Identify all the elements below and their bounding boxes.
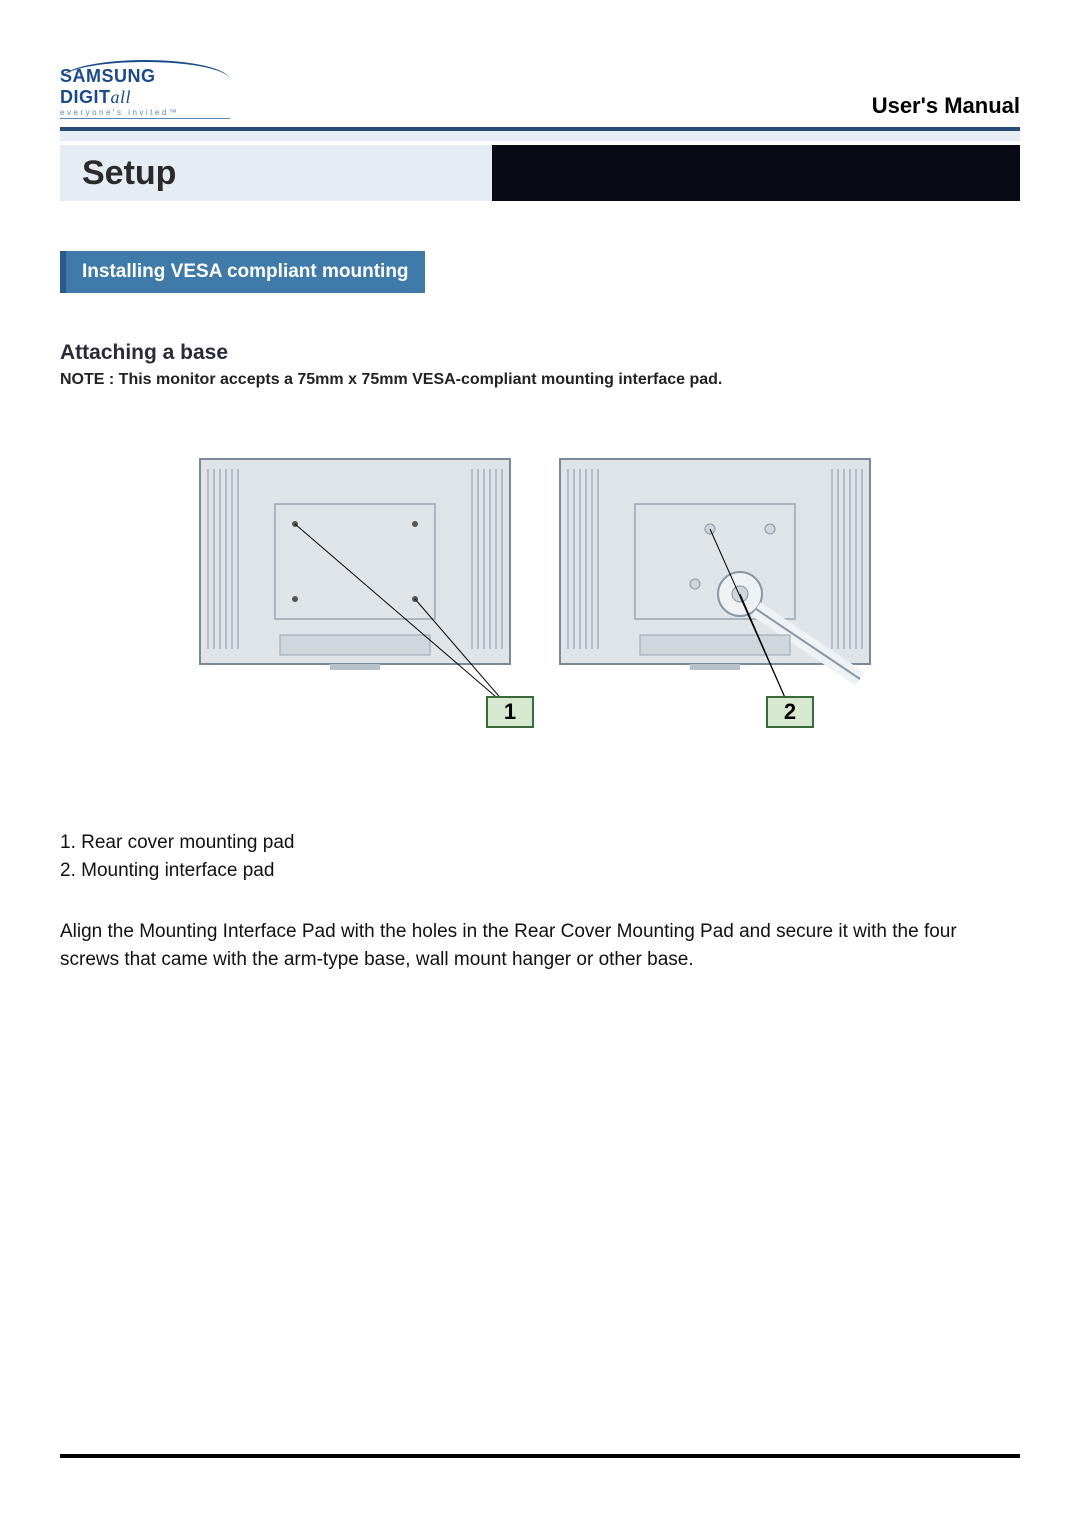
divider-band: [60, 127, 1020, 141]
page-heading-bar: Setup: [60, 145, 1020, 201]
brand-tagline: everyone's invited™: [60, 108, 230, 119]
callout-2-num: 2: [784, 699, 796, 724]
doc-title: User's Manual: [872, 93, 1020, 119]
callout-1-num: 1: [504, 699, 516, 724]
sub-heading: Installing VESA compliant mounting: [60, 251, 425, 293]
page-heading: Setup: [82, 154, 176, 193]
brand-logo: SAMSUNG DIGITall everyone's invited™: [60, 60, 230, 119]
instruction-paragraph: Align the Mounting Interface Pad with th…: [60, 918, 1020, 973]
section-title: Attaching a base: [60, 341, 1020, 365]
brand-main: SAMSUNG DIGIT: [60, 66, 156, 107]
footer-rule: [60, 1454, 1020, 1458]
note-text: NOTE : This monitor accepts a 75mm x 75m…: [60, 371, 1020, 389]
figure-vesa-mount: 1 2: [60, 449, 1020, 759]
list-item: 2. Mounting interface pad: [60, 857, 1020, 885]
legend-list: 1. Rear cover mounting pad 2. Mounting i…: [60, 829, 1020, 884]
list-item: 1. Rear cover mounting pad: [60, 829, 1020, 857]
header: SAMSUNG DIGITall everyone's invited™ Use…: [60, 60, 1020, 119]
brand-italic: all: [111, 87, 132, 107]
